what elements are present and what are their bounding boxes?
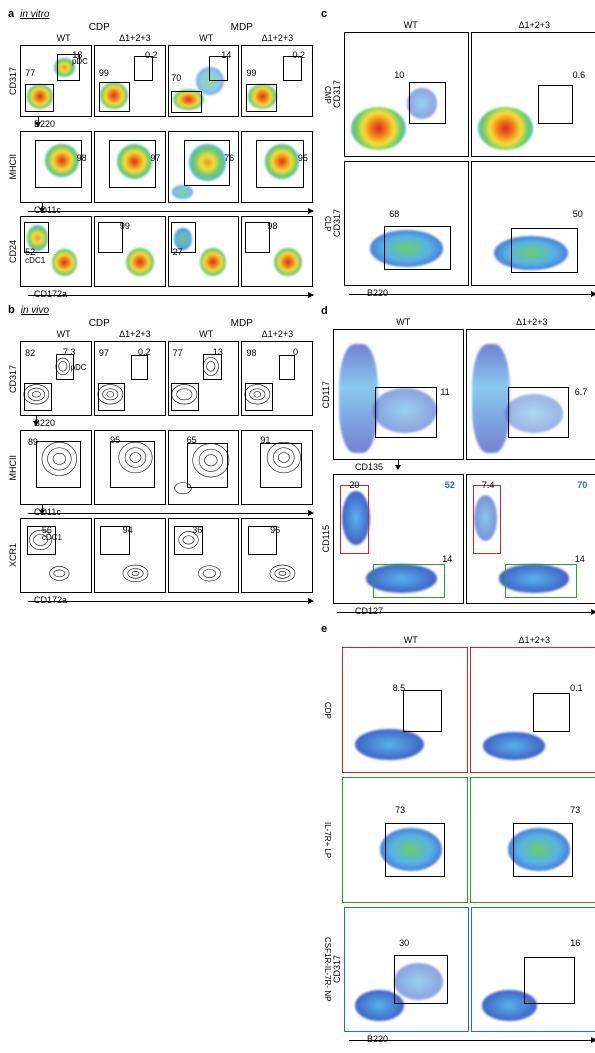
header-cdp: CDP	[28, 22, 171, 33]
a-r1-cdp-wt: 77 18 pDC	[20, 45, 92, 117]
num-l: 77	[25, 68, 35, 78]
b-row1: CD317 82 7.3 pDC	[8, 341, 313, 416]
x-b220: B220	[28, 119, 313, 129]
a-r3-mdp-ko: 98	[241, 216, 313, 288]
x-cd11c: CD11c	[28, 205, 313, 215]
a-r3-cdp-wt: 52 cDC1	[20, 216, 92, 288]
a-r1-mdp-ko: 99 0.2	[241, 45, 313, 117]
arrow-right-icon	[349, 1040, 595, 1041]
arrow-right-icon	[337, 612, 595, 613]
right-column: c WT Δ1+2+3 CMP CD317 10	[321, 8, 595, 1045]
e-il7r-ko: 73	[470, 777, 595, 903]
h-wt2: WT	[171, 33, 242, 43]
e-cdp-wt: 8.5	[342, 647, 468, 773]
b-r3-cdp-wt: 56 cDC1	[20, 518, 92, 593]
a-r3-mdp-wt: 27	[168, 216, 240, 288]
e-cdp-row: CDP 8.5 0.1	[321, 647, 595, 773]
a-row3: CD24 52 cDC1 99	[8, 216, 313, 288]
arrow-right-icon	[28, 211, 313, 212]
panel-a-label: a	[8, 8, 14, 20]
c-clp-wt: 68	[344, 161, 469, 286]
e-il7r-row: IL-7R+ LP 73 73	[321, 777, 595, 903]
a-r2-mdp-ko: 95	[241, 131, 313, 203]
flow-arrow-icon	[398, 459, 399, 469]
c-clp-ko: 50	[471, 161, 595, 286]
a-r2-cdp-ko: 97	[94, 131, 166, 203]
panel-b-geno-header: WT Δ1+2+3 WT Δ1+2+3	[28, 329, 313, 339]
b-r1-cdp-ko: 97 0.2	[94, 341, 166, 416]
b-r2-cdp-ko: 95	[94, 430, 166, 505]
panel-a-prog-header: CDP MDP	[28, 22, 313, 33]
panel-b-prog-header: CDP MDP	[28, 318, 313, 329]
panel-b-label: b	[8, 304, 15, 316]
flow-arrow-icon	[36, 415, 37, 425]
b-r1-mdp-ko: 98 0	[241, 341, 313, 416]
y-cd317: CD317	[8, 67, 20, 95]
pdc-lbl: pDC	[72, 57, 88, 66]
panel-a: a in vitro CDP MDP WT Δ1+2+3 WT Δ1+2+3 C…	[8, 8, 313, 300]
left-column: a in vitro CDP MDP WT Δ1+2+3 WT Δ1+2+3 C…	[8, 8, 313, 1045]
panel-e: e WT Δ1+2+3 CDP 8.5 0.1	[321, 623, 595, 1045]
figure-root: a in vitro CDP MDP WT Δ1+2+3 WT Δ1+2+3 C…	[8, 8, 587, 1045]
a-r2-cdp-wt: 98	[20, 131, 92, 203]
c-cmp-row: CMP CD317 10 0.6	[321, 32, 595, 157]
b-r2-cdp-wt: 89	[20, 430, 92, 505]
y-mhcii: MHCII	[8, 154, 20, 180]
e-neg-row: CSF1R-IL-7R- NP CD317 30 16	[321, 907, 595, 1032]
e-neg-ko: 16	[471, 907, 595, 1032]
panel-e-label: e	[321, 623, 327, 635]
d-row1: CD117 11 6.7	[321, 329, 595, 460]
panel-c: c WT Δ1+2+3 CMP CD317 10	[321, 8, 595, 299]
d-r2-wt: 20 52 14	[333, 474, 464, 605]
flow-arrow-icon	[38, 116, 39, 126]
h-ko2: Δ1+2+3	[242, 33, 313, 43]
a-r2-mdp-wt: 76	[168, 131, 240, 203]
arrow-right-icon	[28, 295, 313, 296]
in-vitro-label: in vitro	[20, 9, 49, 20]
c-clp-row: CLP CD317 68 50	[321, 161, 595, 286]
a-row1: CD317 77 18 pDC	[8, 45, 313, 117]
b-row2: MHCII 89 95	[8, 430, 313, 505]
e-il7r-wt: 73	[342, 777, 468, 903]
d-r2-ko: 7.4 70 14	[466, 474, 595, 605]
in-vivo-label: in vivo	[21, 305, 49, 316]
a-row2: MHCII 98 97	[8, 131, 313, 203]
d-r1-wt: 11	[333, 329, 464, 460]
b-r1-cdp-wt: 82 7.3 pDC	[20, 341, 92, 416]
b-r3-mdp-wt: 36	[168, 518, 240, 593]
d-r1-ko: 6.7	[466, 329, 595, 460]
panel-b: b in vivo CDP MDP WT Δ1+2+3 WT Δ1+2+3 CD…	[8, 304, 313, 605]
a-r3-cdp-ko: 99	[94, 216, 166, 288]
b-r1-mdp-wt: 77 13	[168, 341, 240, 416]
e-cdp-ko: 0.1	[470, 647, 595, 773]
header-mdp: MDP	[171, 22, 314, 33]
b-r3-mdp-ko: 96	[241, 518, 313, 593]
c-cmp-wt: 10	[344, 32, 469, 157]
panel-d-label: d	[321, 305, 328, 317]
b-row3: XCR1 56 cDC1	[8, 518, 313, 593]
d-row2: CD115 20 52 14	[321, 474, 595, 605]
cdc1-lbl: cDC1	[25, 256, 45, 265]
h-ko: Δ1+2+3	[99, 33, 170, 43]
arrow-right-icon	[28, 601, 313, 602]
arrow-right-icon	[28, 513, 313, 514]
row-clp: CLP	[321, 216, 332, 232]
b-r2-mdp-ko: 91	[241, 430, 313, 505]
panel-d: d WT Δ1+2+3 CD117 11	[321, 305, 595, 617]
h-wt: WT	[28, 33, 99, 43]
b-r3-cdp-ko: 94	[94, 518, 166, 593]
b-r2-mdp-wt: 65	[168, 430, 240, 505]
panel-a-geno-header: WT Δ1+2+3 WT Δ1+2+3	[28, 33, 313, 43]
arrow-right-icon	[349, 294, 595, 295]
x-cd172a: CD172a	[28, 289, 313, 299]
y-cd24: CD24	[8, 240, 20, 263]
row-cmp: CMP	[321, 86, 332, 104]
e-neg-wt: 30	[344, 907, 469, 1032]
a-r1-cdp-ko: 99 0.2	[94, 45, 166, 117]
panel-c-label: c	[321, 8, 327, 20]
c-cmp-ko: 0.6	[471, 32, 595, 157]
a-r1-mdp-wt: 70 14	[168, 45, 240, 117]
gate-dc	[25, 84, 54, 112]
